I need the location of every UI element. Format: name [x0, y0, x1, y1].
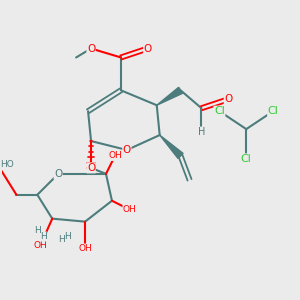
Text: O: O	[87, 44, 95, 53]
Text: OH: OH	[123, 205, 137, 214]
Polygon shape	[160, 135, 183, 158]
Text: OH: OH	[108, 152, 122, 160]
Text: Cl: Cl	[214, 106, 225, 116]
Text: H: H	[198, 127, 205, 137]
Text: O: O	[123, 145, 131, 155]
Text: H: H	[40, 232, 47, 241]
Text: O: O	[224, 94, 232, 104]
Text: H: H	[34, 226, 41, 235]
Text: Cl: Cl	[268, 106, 279, 116]
Text: O: O	[144, 44, 152, 53]
Text: OH: OH	[78, 244, 92, 253]
Text: Cl: Cl	[241, 154, 252, 164]
Text: H: H	[64, 232, 70, 241]
Text: H: H	[58, 235, 64, 244]
Text: O: O	[87, 163, 95, 173]
Text: HO: HO	[1, 160, 14, 169]
Polygon shape	[157, 87, 182, 105]
Text: OH: OH	[33, 241, 47, 250]
Text: O: O	[54, 169, 62, 179]
